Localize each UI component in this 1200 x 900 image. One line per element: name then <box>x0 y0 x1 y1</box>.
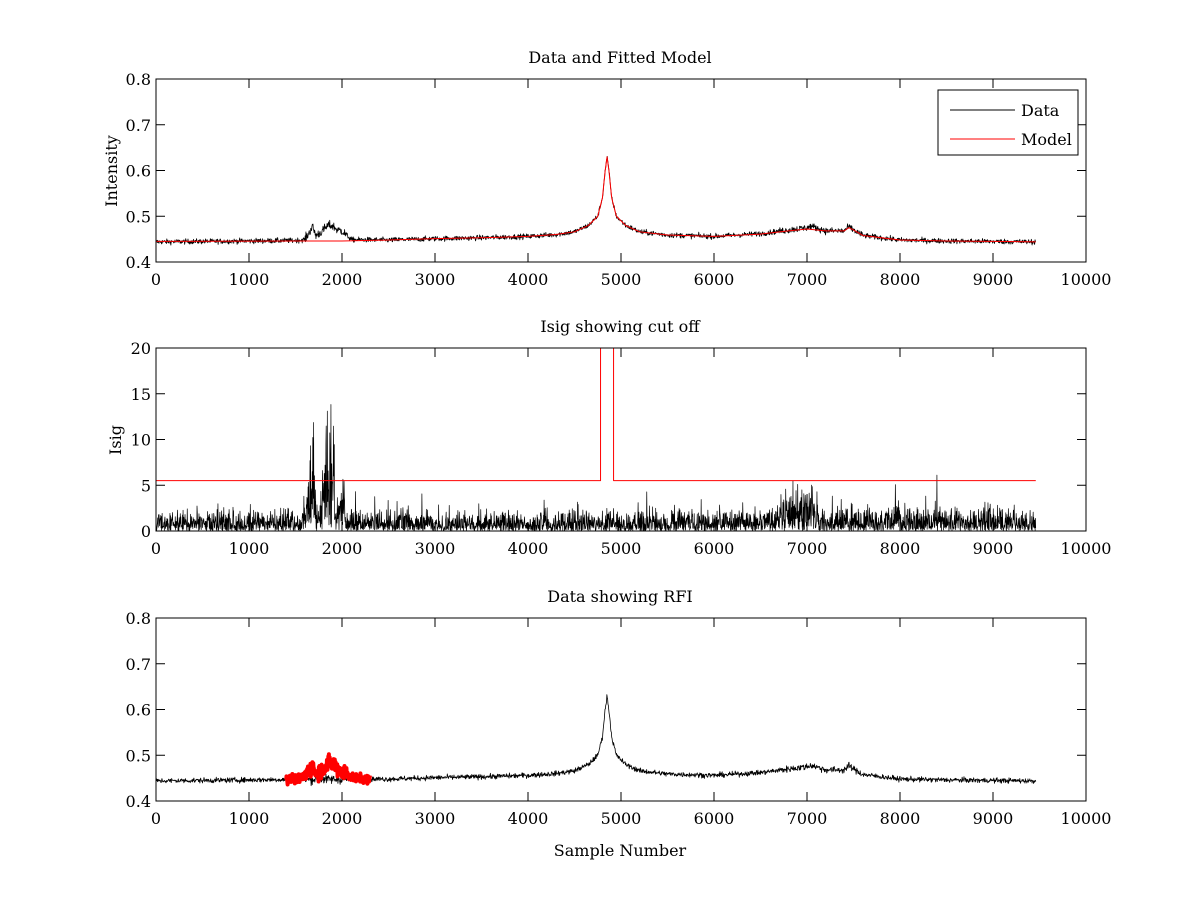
x-tick-label: 5000 <box>601 809 642 828</box>
x-tick-label: 2000 <box>322 539 363 558</box>
x-tick-label: 1000 <box>229 539 270 558</box>
y-tick-label: 0.7 <box>126 116 151 135</box>
x-tick-label: 6000 <box>694 809 735 828</box>
plot-area <box>156 694 1037 787</box>
y-tick-label: 20 <box>131 339 151 358</box>
tick-layer: 0 1000 2000 3000 4000 5000 6000 7000 8000 9000 100… <box>131 339 1112 558</box>
x-tick-label: 9000 <box>973 270 1014 289</box>
x-tick-label: 9000 <box>973 539 1014 558</box>
x-tick-label: 7000 <box>787 270 828 289</box>
legend: Data Model <box>937 89 1079 156</box>
x-tick-label: 2000 <box>322 270 363 289</box>
x-tick-label: 3000 <box>415 539 456 558</box>
x-tick-label: 4000 <box>508 539 549 558</box>
panel-isig-cut-off: Isig showing cut off Isig 0 1000 2000 3000 4… <box>106 317 1111 558</box>
legend-label-model: Model <box>1021 130 1072 149</box>
x-tick-label: 3000 <box>415 270 456 289</box>
series-line-1 <box>156 156 1036 243</box>
tick-layer: 0 1000 2000 3000 4000 5000 6000 7000 8000 9000 100… <box>126 70 1112 289</box>
tick-layer: 0 1000 2000 3000 4000 5000 6000 7000 8000 9000 100… <box>126 609 1112 828</box>
panel-data-fitted-model: Data and Fitted Model Intensity 0 1000 200… <box>102 48 1111 289</box>
x-tick-label: 3000 <box>415 809 456 828</box>
series-line-1 <box>156 348 1036 482</box>
series-line-1 <box>284 752 372 787</box>
panel-title: Data and Fitted Model <box>528 48 711 67</box>
x-tick-label: 0 <box>151 270 161 289</box>
x-tick-label: 10000 <box>1061 809 1112 828</box>
x-tick-label: 6000 <box>694 539 735 558</box>
y-tick-label: 0.4 <box>126 253 151 272</box>
legend-box <box>937 89 1079 156</box>
plot-area <box>156 155 1036 246</box>
x-tick-label: 8000 <box>880 539 921 558</box>
x-tick-label: 10000 <box>1061 270 1112 289</box>
x-tick-label: 0 <box>151 539 161 558</box>
y-axis-title: Isig <box>106 425 125 455</box>
panel-title: Data showing RFI <box>547 587 692 606</box>
x-tick-label: 4000 <box>508 809 549 828</box>
legend-label-data: Data <box>1021 101 1060 120</box>
x-tick-label: 0 <box>151 809 161 828</box>
panel-title: Isig showing cut off <box>540 317 701 336</box>
panel-data-rfi: Data showing RFI Sample Number 0 1000 2000… <box>126 587 1112 860</box>
x-tick-label: 6000 <box>694 270 735 289</box>
x-tick-label: 5000 <box>601 270 642 289</box>
y-tick-label: 0.6 <box>126 701 151 720</box>
y-tick-label: 0.8 <box>126 70 151 89</box>
x-tick-label: 8000 <box>880 809 921 828</box>
y-tick-label: 0.4 <box>126 792 151 811</box>
y-tick-label: 0.5 <box>126 746 151 765</box>
y-tick-label: 0.8 <box>126 609 151 628</box>
series-line-0 <box>156 404 1037 531</box>
y-tick-label: 5 <box>141 476 151 495</box>
x-tick-label: 4000 <box>508 270 549 289</box>
y-tick-label: 10 <box>131 431 151 450</box>
y-tick-label: 0.6 <box>126 162 151 181</box>
x-tick-label: 1000 <box>229 809 270 828</box>
y-tick-label: 15 <box>131 385 151 404</box>
y-tick-label: 0.5 <box>126 207 151 226</box>
x-tick-label: 8000 <box>880 270 921 289</box>
x-axis-title: Sample Number <box>554 841 687 860</box>
x-tick-label: 9000 <box>973 809 1014 828</box>
x-tick-label: 10000 <box>1061 539 1112 558</box>
x-tick-label: 7000 <box>787 539 828 558</box>
y-axis-title: Intensity <box>102 135 121 207</box>
x-tick-label: 1000 <box>229 270 270 289</box>
x-tick-label: 5000 <box>601 539 642 558</box>
plot-area <box>156 348 1037 531</box>
y-tick-label: 0.7 <box>126 655 151 674</box>
x-tick-label: 2000 <box>322 809 363 828</box>
x-tick-label: 7000 <box>787 809 828 828</box>
y-tick-label: 0 <box>141 522 151 541</box>
